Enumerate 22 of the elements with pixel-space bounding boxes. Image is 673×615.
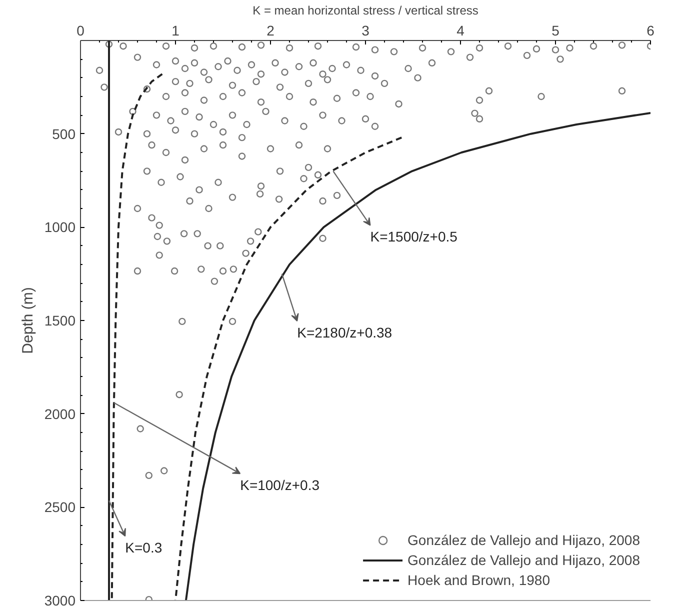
x-tick-label: 1 xyxy=(172,22,180,38)
legend-label: Hoek and Brown, 1980 xyxy=(408,572,550,588)
x-tick-label: 5 xyxy=(552,22,560,38)
y-tick-label: 2500 xyxy=(44,499,76,516)
legend-label: González de Vallejo and Hijazo, 2008 xyxy=(408,532,640,548)
x-tick-label: 0 xyxy=(76,22,85,38)
y-axis-title: Depth (m) xyxy=(19,287,36,354)
annotation: K=1500/z+0.5 xyxy=(370,228,458,244)
x-tick-label: 3 xyxy=(362,22,370,38)
y-tick-label: 1500 xyxy=(44,312,76,328)
y-tick-label: 3000 xyxy=(44,592,76,608)
x-axis-title: K = mean horizontal stress / vertical stress xyxy=(252,4,478,18)
annotation: K=2180/z+0.38 xyxy=(297,324,392,340)
legend-label: González de Vallejo and Hijazo, 2008 xyxy=(408,552,640,568)
y-tick-label: 500 xyxy=(52,126,76,142)
annotation: K=100/z+0.3 xyxy=(240,476,320,493)
x-tick-label: 6 xyxy=(646,22,655,38)
y-tick-label: 1000 xyxy=(44,219,76,236)
x-tick-label: 4 xyxy=(456,22,465,38)
x-tick-label: 2 xyxy=(266,22,275,38)
annotation: K=0.3 xyxy=(125,539,162,556)
y-tick-label: 2000 xyxy=(44,406,76,422)
